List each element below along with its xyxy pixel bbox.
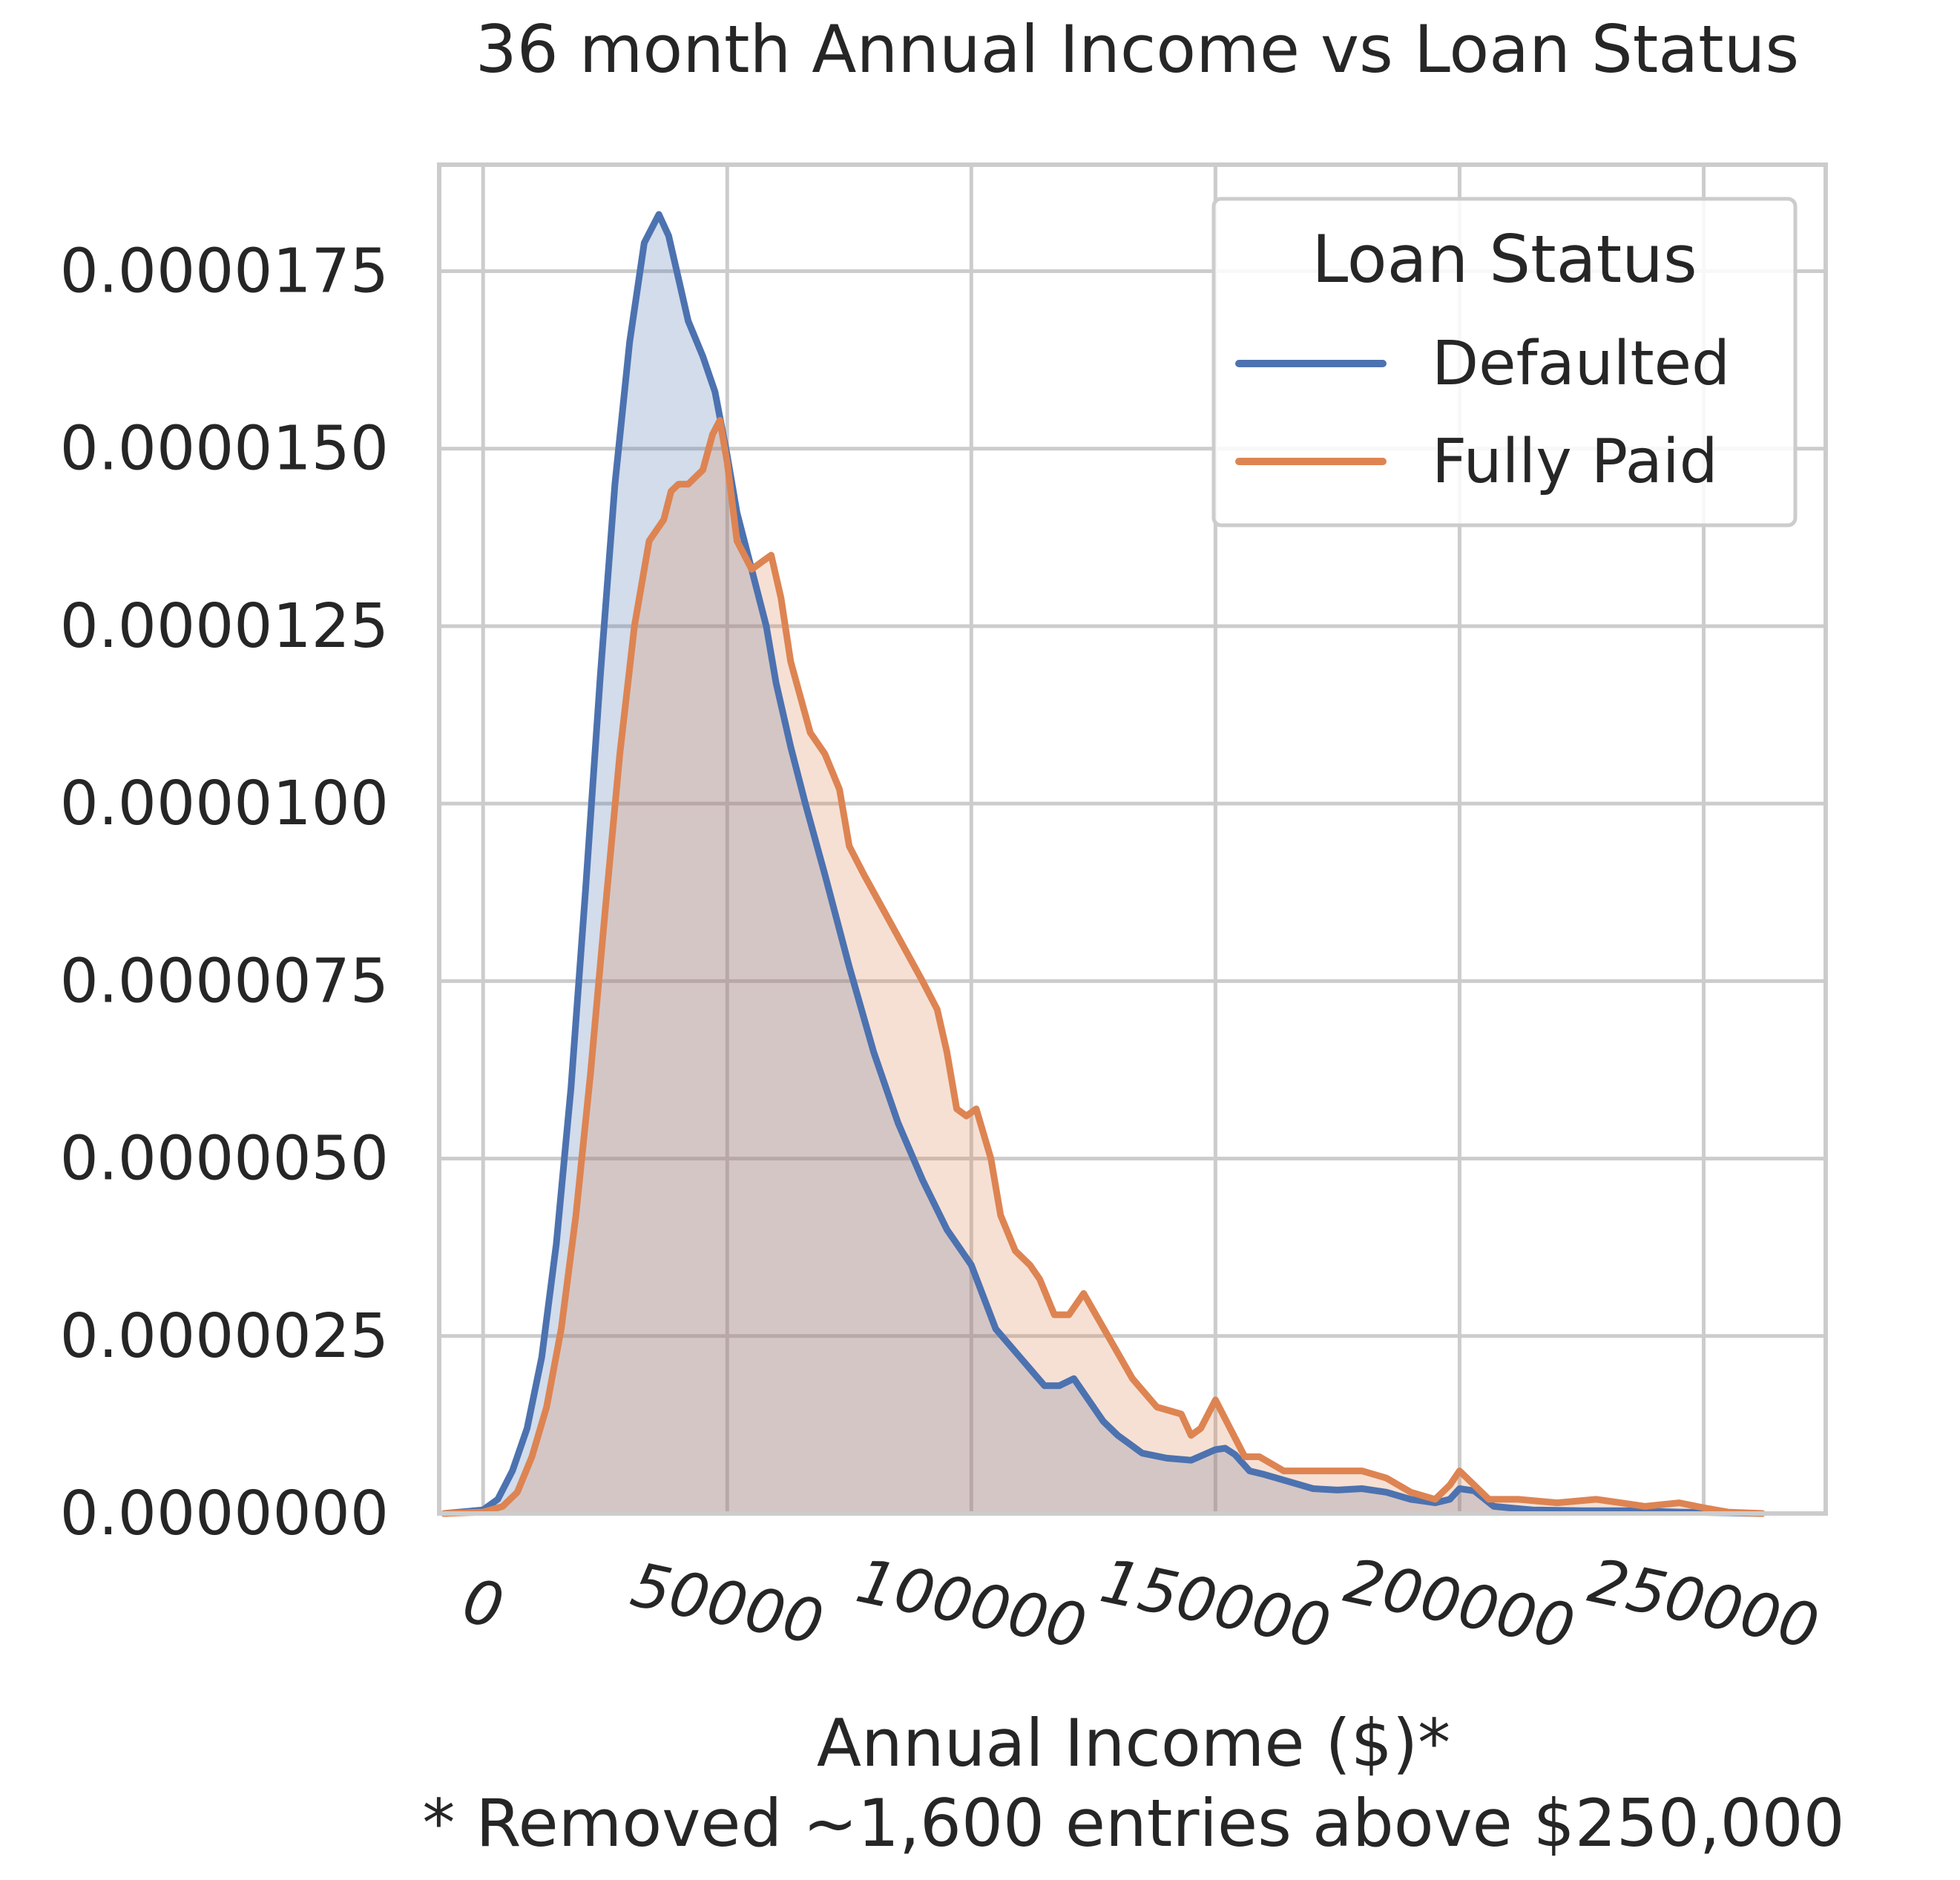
- y-tick-label-2: 0.0000050: [60, 1124, 389, 1194]
- y-tick-labels: 0.0000000 0.0000025 0.0000050 0.0000075 0.00…: [60, 237, 389, 1549]
- x-axis-label: Annual Income ($)*: [817, 1705, 1450, 1781]
- area-fully-paid: [444, 420, 1763, 1513]
- y-tick-label-0: 0.0000000: [60, 1479, 389, 1549]
- y-tick-label-4: 0.0000100: [60, 769, 389, 839]
- footnote: * Removed ~1,600 entries above $250,000: [422, 1785, 1844, 1861]
- legend-box: [1211, 197, 1798, 527]
- grid-lines: [439, 165, 1826, 1516]
- legend-label-fully-paid: Fully Paid: [1432, 427, 1718, 497]
- series-lines: [441, 211, 1766, 1517]
- line-fully-paid: [441, 417, 1766, 1517]
- y-tick-label-3: 0.0000075: [60, 946, 389, 1016]
- legend-title: Loan Status: [1312, 221, 1697, 298]
- y-tick-label-5: 0.0000125: [60, 591, 389, 662]
- y-tick-label-7: 0.0000175: [60, 237, 389, 307]
- area-defaulted: [444, 214, 1763, 1513]
- y-tick-label-6: 0.0000150: [60, 414, 389, 484]
- plot-frame: [437, 162, 1828, 1516]
- line-defaulted: [441, 211, 1766, 1517]
- legend: Loan Status Defaulted Fully Paid: [1211, 197, 1798, 527]
- chart-title: 36 month Annual Income vs Loan Status: [476, 11, 1800, 88]
- y-tick-label-1: 0.0000025: [60, 1301, 389, 1372]
- legend-label-defaulted: Defaulted: [1432, 329, 1730, 399]
- series-areas: [444, 214, 1763, 1513]
